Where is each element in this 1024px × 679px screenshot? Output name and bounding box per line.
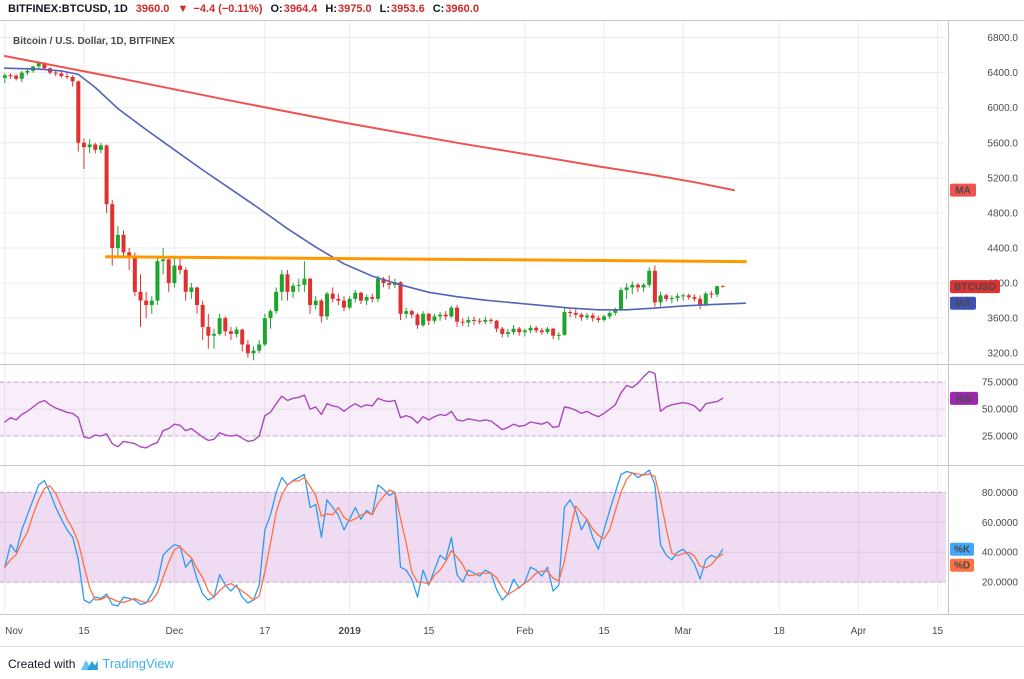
time-axis[interactable]: Nov 15 Dec 17 2019 15 Feb 15 Mar 18 Apr 15: [5, 626, 943, 637]
svg-text:5600.0: 5600.0: [987, 138, 1018, 149]
svg-text:Mar: Mar: [675, 626, 693, 637]
chart-legend[interactable]: Bitcoin / U.S. Dollar, 1D, BITFINEX: [13, 36, 175, 47]
price-axis[interactable]: 6800.0 6400.0 6000.0 5600.0 5200.0 4800.0 4400…: [982, 33, 1019, 589]
ma-red-badge[interactable]: MA: [950, 183, 976, 197]
svg-text:15: 15: [598, 626, 610, 637]
svg-text:50.0000: 50.0000: [982, 405, 1019, 416]
svg-text:Nov: Nov: [5, 626, 23, 637]
svg-text:15: 15: [423, 626, 435, 637]
svg-text:BTCUSD: BTCUSD: [954, 282, 996, 293]
pane-dividers: [0, 20, 1024, 647]
chart-canvas[interactable]: 6800.0 6400.0 6000.0 5600.0 5200.0 4800.0 4400…: [0, 18, 1024, 648]
stoch-band: [0, 491, 946, 583]
svg-text:%D: %D: [954, 561, 970, 572]
stoch-k-line: [4, 469, 724, 607]
svg-text:Feb: Feb: [516, 626, 534, 637]
svg-text:4000.0: 4000.0: [987, 279, 1018, 290]
created-with-text: Created with: [8, 656, 76, 671]
svg-text:3600.0: 3600.0: [987, 314, 1018, 325]
close-value: 3960.0: [445, 3, 479, 15]
low-label: L:: [379, 3, 391, 15]
high-label: H:: [325, 3, 337, 15]
svg-text:40.0000: 40.0000: [982, 548, 1019, 559]
symbol-price-badge[interactable]: BTCUSD: [950, 280, 1000, 294]
stoch-k-badge[interactable]: %K: [950, 542, 974, 556]
stoch-d-line: [4, 472, 724, 604]
svg-text:17: 17: [259, 626, 271, 637]
rsi-badge[interactable]: RSI: [950, 391, 978, 405]
low-value: 3953.6: [391, 3, 425, 15]
trendline[interactable]: [105, 255, 747, 264]
last-price: 3960.0: [135, 3, 170, 15]
tradingview-brand-text: TradingView: [102, 656, 174, 671]
footer: Created with TradingView: [0, 648, 1024, 679]
candlestick-series: [2, 61, 725, 361]
ma-blue-badge[interactable]: MA: [950, 296, 976, 310]
price-change: −4.4 (−0.11%): [193, 3, 263, 15]
rsi-band: [0, 381, 946, 437]
svg-text:RSI: RSI: [956, 394, 973, 405]
change-arrow-icon: ▼: [177, 3, 189, 15]
svg-text:4800.0: 4800.0: [987, 208, 1018, 219]
svg-text:15: 15: [78, 626, 90, 637]
stoch-d-badge[interactable]: %D: [950, 558, 974, 572]
ma-blue-line: [4, 67, 747, 311]
symbol-title[interactable]: BITFINEX:BTCUSD, 1D: [8, 3, 128, 15]
svg-text:60.0000: 60.0000: [982, 518, 1019, 529]
svg-text:18: 18: [774, 626, 786, 637]
rsi-line: [4, 370, 724, 449]
open-label: O:: [270, 3, 283, 15]
svg-text:Dec: Dec: [166, 626, 184, 637]
symbol-info-bar: BITFINEX:BTCUSD, 1D 3960.0 ▼ −4.4 (−0.11…: [0, 0, 1024, 18]
svg-text:Apr: Apr: [851, 626, 867, 637]
tradingview-logo-icon: [81, 659, 99, 670]
close-label: C:: [432, 3, 445, 15]
svg-text:6400.0: 6400.0: [987, 68, 1018, 79]
svg-text:6800.0: 6800.0: [987, 33, 1018, 44]
svg-text:3200.0: 3200.0: [987, 349, 1018, 360]
svg-text:2019: 2019: [339, 626, 362, 637]
svg-text:6000.0: 6000.0: [987, 103, 1018, 114]
svg-text:MA: MA: [955, 299, 971, 310]
svg-text:75.0000: 75.0000: [982, 378, 1019, 389]
svg-text:%K: %K: [954, 545, 971, 556]
open-value: 3964.4: [283, 3, 318, 15]
svg-text:5200.0: 5200.0: [987, 173, 1018, 184]
svg-text:MA: MA: [955, 186, 971, 197]
high-value: 3975.0: [338, 3, 372, 15]
svg-text:15: 15: [932, 626, 944, 637]
svg-text:80.0000: 80.0000: [982, 488, 1019, 499]
svg-text:4400.0: 4400.0: [987, 244, 1018, 255]
tradingview-link[interactable]: TradingView: [81, 656, 174, 671]
svg-text:20.0000: 20.0000: [982, 578, 1019, 589]
svg-text:25.0000: 25.0000: [982, 432, 1019, 443]
ma-red-line: [3, 55, 735, 192]
